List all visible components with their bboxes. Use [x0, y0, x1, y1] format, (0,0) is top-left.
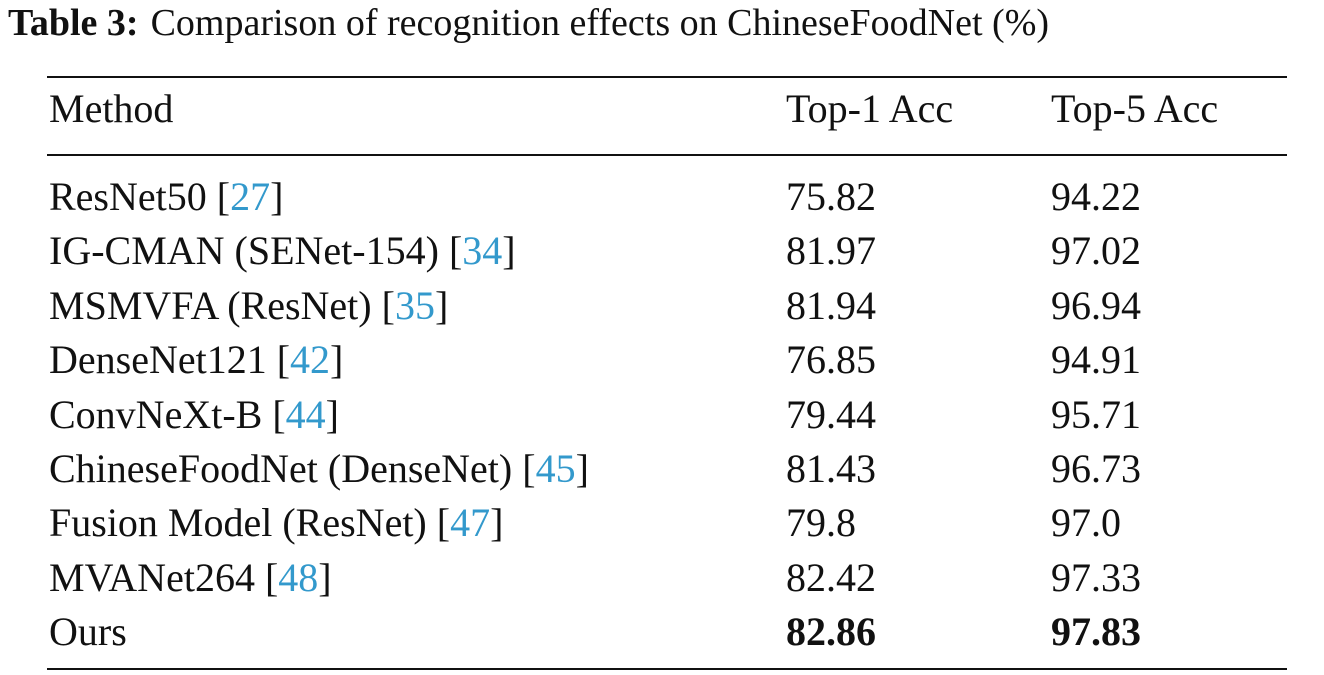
header-top1-acc: Top-1 Acc	[786, 86, 954, 131]
table-row-method: ResNet50 [27]	[49, 174, 284, 219]
citation-link[interactable]: 48	[278, 555, 319, 600]
method-name: IG-CMAN (SENet-154)	[49, 228, 439, 273]
table-row-top5-value: 97.33	[1051, 555, 1141, 600]
table-row-top5-value: 94.91	[1051, 337, 1141, 382]
citation-link[interactable]: 42	[290, 337, 331, 382]
citation-link[interactable]: 27	[230, 174, 271, 219]
table-row-top5-value: 94.22	[1051, 174, 1141, 219]
table-row-method: ChineseFoodNet (DenseNet) [45]	[49, 446, 589, 491]
bottom-rule	[47, 668, 1287, 670]
method-name: Ours	[49, 609, 127, 654]
table-title: Comparison of recognition effects on Chi…	[150, 2, 1050, 44]
table-row-top1-value: 81.94	[786, 283, 876, 328]
table-row-method: DenseNet121 [42]	[49, 337, 344, 382]
table-row-method: Ours	[49, 605, 127, 659]
header-top5-acc: Top-5 Acc	[1051, 86, 1219, 131]
citation-link[interactable]: 35	[394, 283, 435, 328]
citation-link[interactable]: 44	[285, 392, 326, 437]
header-method: Method	[49, 86, 174, 131]
method-name: ResNet50	[49, 174, 207, 219]
method-name: MVANet264	[49, 555, 255, 600]
table-row-top5-value: 97.83	[1051, 609, 1141, 654]
table-row-top1-value: 81.97	[786, 228, 876, 273]
table-row-method: ConvNeXt-B [44]	[49, 392, 339, 437]
table-label: Table 3:	[8, 2, 139, 44]
table-row-method: Fusion Model (ResNet) [47]	[49, 500, 504, 545]
method-name: ConvNeXt-B	[49, 392, 263, 437]
table-row-method: MVANet264 [48]	[49, 555, 332, 600]
method-name: DenseNet121	[49, 337, 267, 382]
method-name: ChineseFoodNet (DenseNet)	[49, 446, 513, 491]
method-name: MSMVFA (ResNet)	[49, 283, 372, 328]
table-row-method: IG-CMAN (SENet-154) [34]	[49, 228, 516, 273]
method-name: Fusion Model (ResNet)	[49, 500, 427, 545]
citation-link[interactable]: 47	[450, 500, 491, 545]
table-row-top1-value: 82.86	[786, 609, 876, 654]
citation-link[interactable]: 34	[462, 228, 503, 273]
table-row-top5-value: 96.94	[1051, 283, 1141, 328]
table-row-top5-value: 97.0	[1051, 500, 1121, 545]
table-row-method: MSMVFA (ResNet) [35]	[49, 283, 449, 328]
top-rule	[47, 76, 1287, 78]
table-row-top1-value: 76.85	[786, 337, 876, 382]
table-row-top1-value: 81.43	[786, 446, 876, 491]
header-rule	[47, 154, 1287, 156]
table-row-top1-value: 79.8	[786, 500, 856, 545]
citation-link[interactable]: 45	[535, 446, 576, 491]
table-row-top1-value: 79.44	[786, 392, 876, 437]
table-row-top5-value: 96.73	[1051, 446, 1141, 491]
table-row-top1-value: 82.42	[786, 555, 876, 600]
table-row-top5-value: 95.71	[1051, 392, 1141, 437]
table-row-top1-value: 75.82	[786, 174, 876, 219]
table-row-top5-value: 97.02	[1051, 228, 1141, 273]
table-caption: Table 3: Comparison of recognition effect…	[8, 0, 1049, 46]
